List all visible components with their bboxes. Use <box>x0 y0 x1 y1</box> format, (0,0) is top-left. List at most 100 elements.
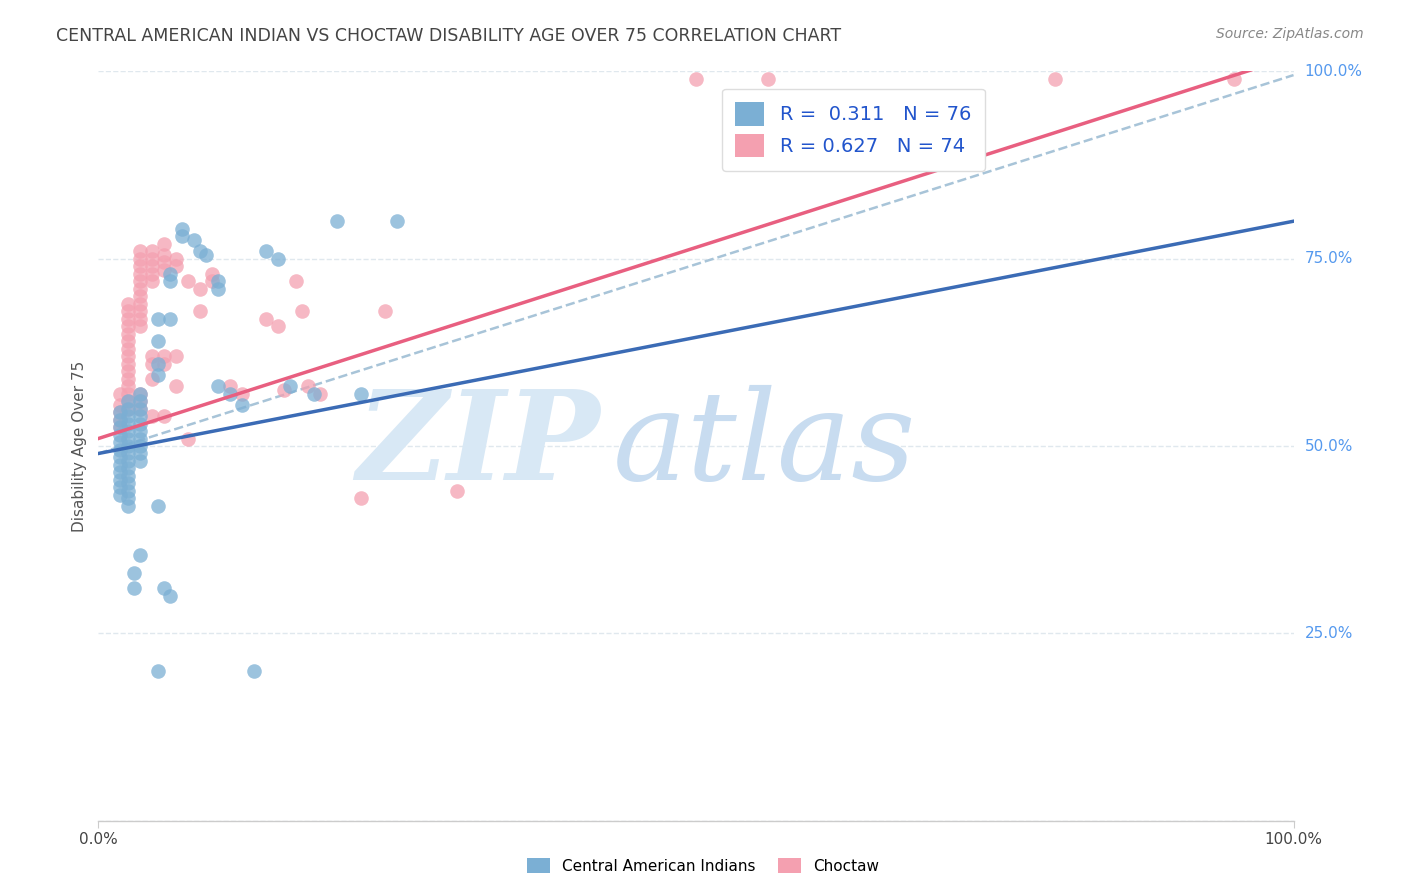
Point <box>129 401 152 416</box>
Point <box>117 401 139 416</box>
Point <box>141 267 163 281</box>
Point <box>165 252 187 266</box>
Point <box>108 427 131 442</box>
Point <box>148 334 170 348</box>
Point <box>129 289 152 303</box>
Point <box>141 259 163 273</box>
Point <box>117 454 139 468</box>
Point <box>141 274 163 288</box>
Point <box>129 432 152 446</box>
Point <box>108 465 131 479</box>
Point <box>141 252 163 266</box>
Point <box>153 255 176 269</box>
Point <box>124 582 146 596</box>
Point <box>284 274 307 288</box>
Point <box>117 491 139 506</box>
Point <box>129 311 152 326</box>
Point <box>129 394 152 409</box>
Point <box>117 439 139 453</box>
Point <box>153 248 176 262</box>
Point <box>117 296 139 310</box>
Point <box>308 386 330 401</box>
Point <box>117 349 139 363</box>
Point <box>188 244 211 259</box>
Point <box>159 311 181 326</box>
Point <box>153 236 176 251</box>
Point <box>108 405 131 419</box>
Text: Source: ZipAtlas.com: Source: ZipAtlas.com <box>1216 27 1364 41</box>
Text: CENTRAL AMERICAN INDIAN VS CHOCTAW DISABILITY AGE OVER 75 CORRELATION CHART: CENTRAL AMERICAN INDIAN VS CHOCTAW DISAB… <box>56 27 841 45</box>
Point <box>117 409 139 423</box>
Point <box>374 304 396 318</box>
Point <box>108 442 131 457</box>
Point <box>165 379 187 393</box>
Point <box>148 664 170 678</box>
Point <box>108 480 131 494</box>
Point <box>117 483 139 498</box>
Text: 50.0%: 50.0% <box>1305 439 1353 453</box>
Point <box>129 424 152 438</box>
Point <box>159 274 181 288</box>
Y-axis label: Disability Age Over 75: Disability Age Over 75 <box>72 360 87 532</box>
Point <box>141 409 163 423</box>
Point <box>267 252 290 266</box>
Point <box>201 267 224 281</box>
Point <box>117 386 139 401</box>
Point <box>153 357 176 371</box>
Point <box>385 214 409 228</box>
Point <box>108 420 131 434</box>
Point <box>153 349 176 363</box>
Point <box>129 282 152 296</box>
Point <box>108 473 131 487</box>
Point <box>129 417 152 431</box>
Point <box>219 386 242 401</box>
Text: ZIP: ZIP <box>357 385 600 507</box>
Point <box>108 450 131 465</box>
Point <box>124 566 146 581</box>
Point <box>188 282 211 296</box>
Point <box>219 379 242 393</box>
Point <box>207 282 229 296</box>
Point <box>117 499 139 513</box>
Point <box>129 244 152 259</box>
Point <box>117 379 139 393</box>
Point <box>129 386 152 401</box>
Point <box>141 357 163 371</box>
Point <box>129 319 152 334</box>
Point <box>129 548 152 562</box>
Point <box>129 439 152 453</box>
Point <box>129 409 152 423</box>
Point <box>350 386 373 401</box>
Point <box>117 469 139 483</box>
Point <box>117 461 139 475</box>
Point <box>117 334 139 348</box>
Point <box>108 405 131 419</box>
Point <box>350 491 373 506</box>
Point <box>1043 71 1066 86</box>
Point <box>117 319 139 334</box>
Point <box>297 379 319 393</box>
Point <box>165 259 187 273</box>
Point <box>117 432 139 446</box>
Point <box>254 311 277 326</box>
Point <box>172 221 194 235</box>
Point <box>177 432 200 446</box>
Point <box>254 244 277 259</box>
Point <box>117 326 139 341</box>
Point <box>326 214 349 228</box>
Point <box>129 401 152 416</box>
Point <box>117 394 139 409</box>
Point <box>108 435 131 450</box>
Point <box>117 311 139 326</box>
Point <box>231 386 253 401</box>
Point <box>129 454 152 468</box>
Point <box>273 383 295 397</box>
Point <box>177 274 200 288</box>
Point <box>129 274 152 288</box>
Point <box>108 420 131 434</box>
Point <box>159 589 181 603</box>
Point <box>172 229 194 244</box>
Point <box>685 71 707 86</box>
Point <box>129 296 152 310</box>
Point <box>129 386 152 401</box>
